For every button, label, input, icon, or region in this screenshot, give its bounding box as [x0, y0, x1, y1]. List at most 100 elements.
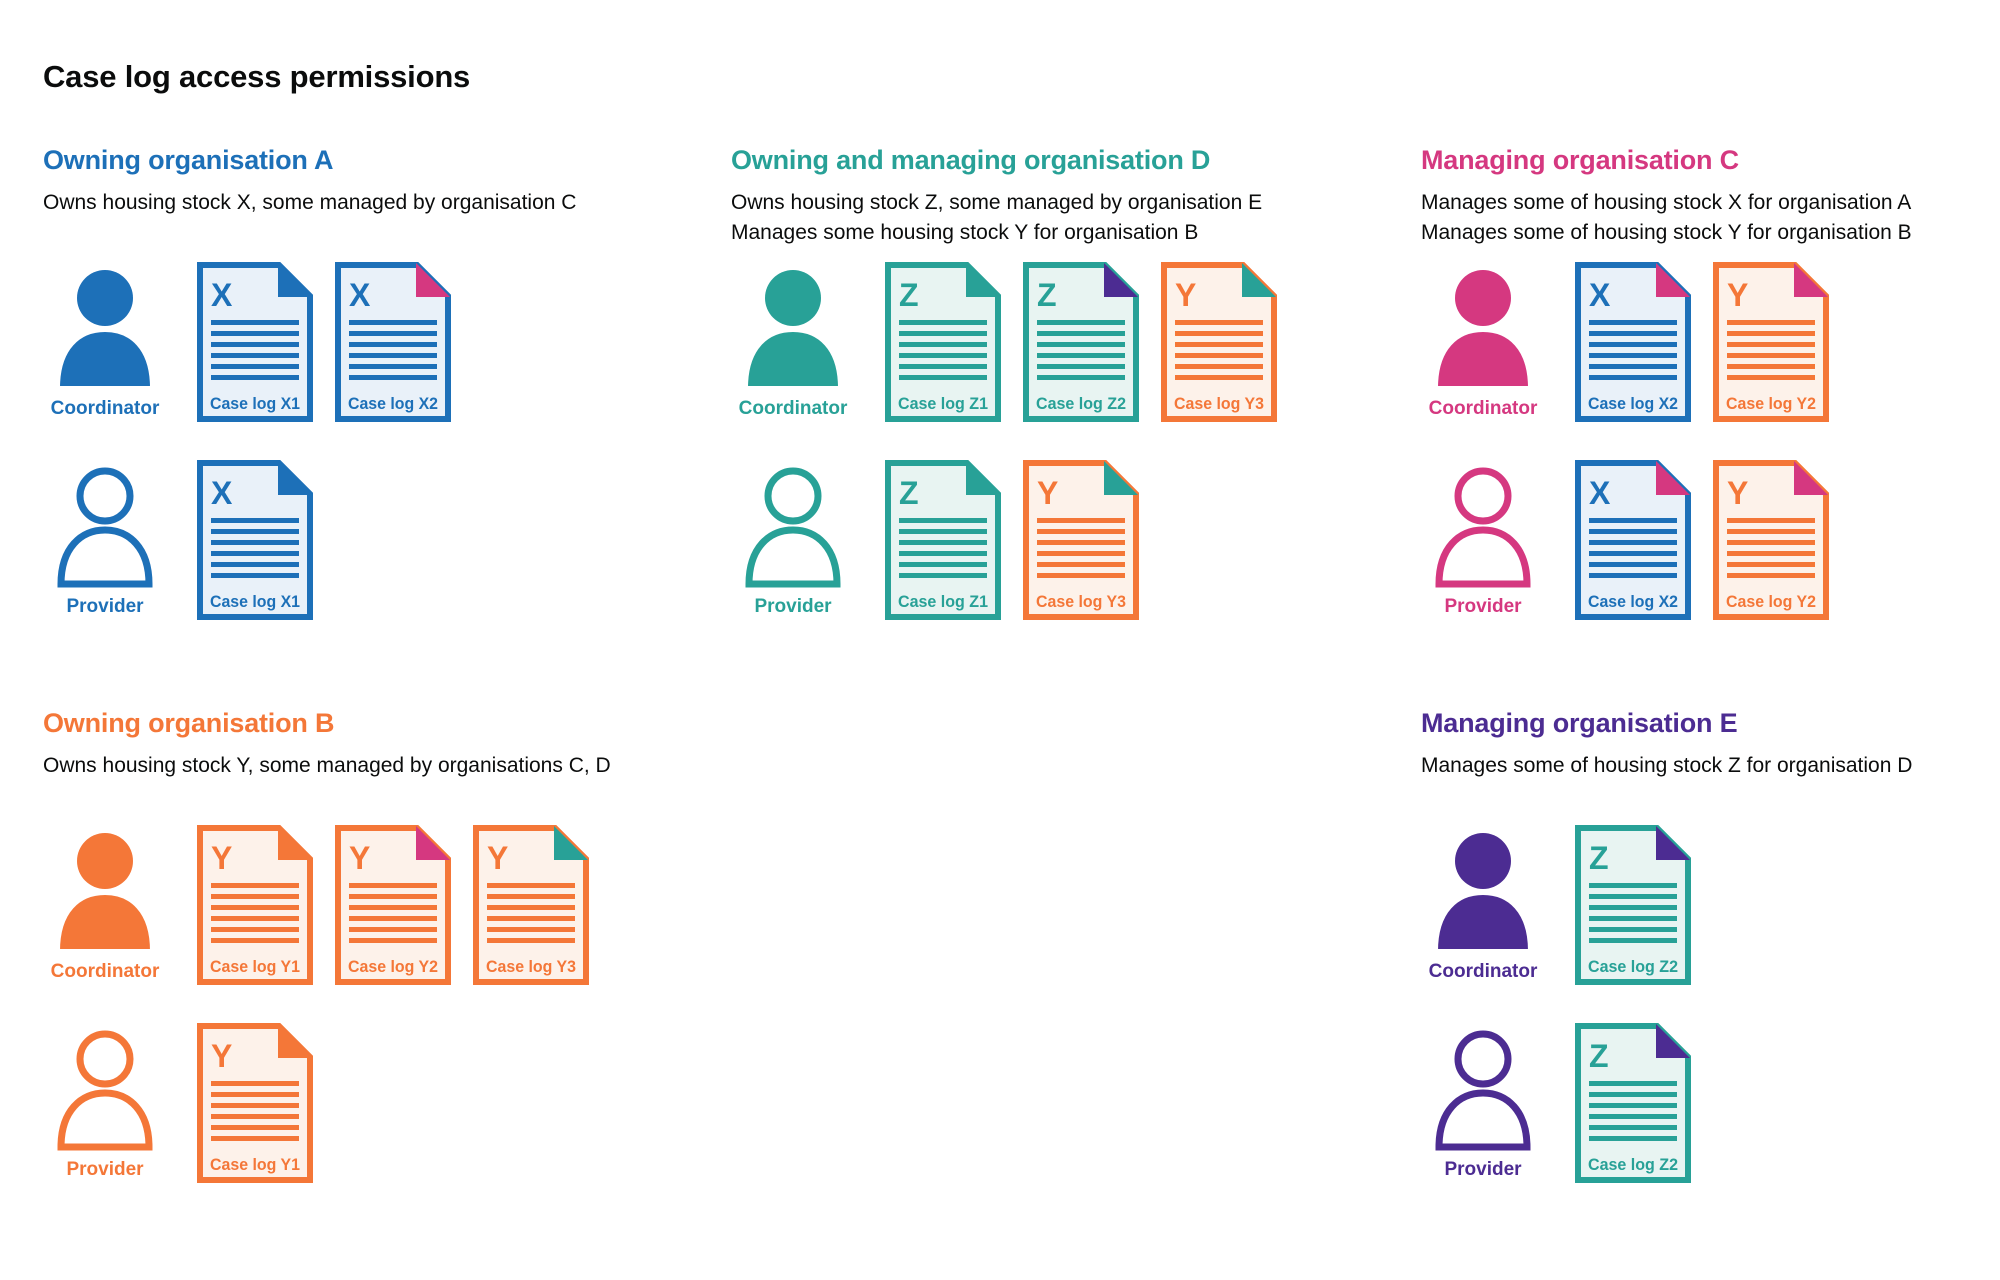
section-description-line: Manages some of housing stock X for orga…: [1421, 191, 1912, 214]
doc-text-line: [1589, 1136, 1677, 1141]
doc-text-line: [211, 883, 299, 888]
doc-stock-letter: Z: [899, 277, 919, 313]
case-log-document: X Case log X1: [197, 262, 313, 422]
doc-text-line: [1589, 927, 1677, 932]
role-label: Provider: [1444, 1159, 1522, 1180]
doc-stock-letter: Z: [899, 475, 919, 511]
role-label: Coordinator: [1428, 398, 1538, 419]
person-block: Provider: [1421, 460, 1545, 618]
doc-text-line: [899, 540, 987, 545]
doc-text-line: [487, 916, 575, 921]
person-body: [55, 327, 155, 390]
case-log-document: Y Case log Y2: [1713, 460, 1829, 620]
doc-folded-corner: [1656, 263, 1690, 297]
person-block: Provider: [43, 1023, 167, 1181]
person-head: [76, 467, 134, 525]
person-head: [76, 1030, 134, 1088]
doc-text-line: [349, 331, 437, 336]
doc-text-line: [1589, 1114, 1677, 1119]
doc-text-line: [1727, 353, 1815, 358]
provider-row: Provider Z Case log Z1 Y Case log Y3: [731, 460, 1277, 620]
provider-person-icon: [1435, 467, 1531, 588]
doc-text-line: [1589, 573, 1677, 578]
case-log-document: Z Case log Z2: [1023, 262, 1139, 422]
doc-text-line: [487, 883, 575, 888]
doc-text-line: [211, 573, 299, 578]
section-description: Manages some of housing stock X for orga…: [1421, 188, 1912, 262]
provider-person-icon: [57, 467, 153, 588]
case-log-list: X Case log X1: [197, 460, 313, 620]
doc-text-line: [349, 938, 437, 943]
case-log-list: Y Case log Y1 Y Case log Y2 Y Case log Y…: [197, 825, 589, 985]
doc-text-line: [1589, 562, 1677, 567]
role-label: Provider: [754, 596, 832, 617]
doc-text-line: [211, 938, 299, 943]
doc-label: Case log Y2: [348, 957, 438, 976]
doc-text-line: [1589, 540, 1677, 545]
doc-text-line: [211, 551, 299, 556]
doc-folded-corner: [1794, 461, 1828, 495]
doc-text-line: [349, 905, 437, 910]
doc-text-line: [1037, 529, 1125, 534]
doc-text-line: [211, 1092, 299, 1097]
role-label: Provider: [66, 1159, 144, 1180]
section-heading: Owning organisation B: [43, 708, 335, 738]
role-label: Coordinator: [50, 398, 160, 419]
case-log-document: Z Case log Z1: [885, 460, 1001, 620]
doc-text-line: [487, 927, 575, 932]
case-log-list: Z Case log Z2: [1575, 1023, 1691, 1183]
role-label: Coordinator: [1428, 961, 1538, 982]
person-body: [743, 327, 843, 390]
person-body: [1433, 890, 1533, 953]
doc-stock-letter: Y: [349, 840, 370, 876]
doc-text-line: [1727, 518, 1815, 523]
doc-text-line: [211, 905, 299, 910]
case-log-document: Y Case log Y2: [1713, 262, 1829, 422]
section-description-line: Manages some of housing stock Z for orga…: [1421, 754, 1913, 777]
doc-label: Case log Z1: [898, 592, 988, 611]
doc-stock-letter: Y: [487, 840, 508, 876]
doc-folded-corner: [278, 826, 312, 860]
doc-folded-corner: [278, 461, 312, 495]
doc-text-line: [899, 320, 987, 325]
doc-stock-letter: Y: [1727, 475, 1748, 511]
doc-label: Case log Y1: [210, 957, 300, 976]
person-block: Provider: [731, 460, 855, 618]
doc-text-line: [899, 551, 987, 556]
person-block: Coordinator: [1421, 825, 1545, 983]
doc-text-line: [1037, 551, 1125, 556]
doc-folded-corner: [1794, 263, 1828, 297]
doc-text-line: [1589, 894, 1677, 899]
coordinator-person-icon: [1433, 270, 1533, 390]
doc-stock-letter: X: [211, 475, 233, 511]
doc-text-line: [211, 342, 299, 347]
case-log-document: Y Case log Y3: [473, 825, 589, 985]
coordinator-person-icon: [55, 270, 155, 390]
person-head: [1455, 270, 1511, 326]
doc-stock-letter: Y: [211, 1038, 232, 1074]
doc-text-line: [211, 1125, 299, 1130]
doc-stock-letter: X: [211, 277, 233, 313]
doc-text-line: [1589, 883, 1677, 888]
person-head: [77, 270, 133, 326]
doc-text-line: [487, 938, 575, 943]
section-heading: Owning organisation A: [43, 145, 334, 175]
doc-text-line: [1589, 1125, 1677, 1130]
doc-text-line: [1727, 573, 1815, 578]
doc-text-line: [1037, 342, 1125, 347]
doc-text-line: [1727, 342, 1815, 347]
doc-text-line: [211, 529, 299, 534]
doc-text-line: [349, 364, 437, 369]
doc-text-line: [1175, 331, 1263, 336]
doc-label: Case log Y3: [1174, 394, 1264, 413]
doc-text-line: [1589, 518, 1677, 523]
section-heading: Managing organisation E: [1421, 708, 1738, 738]
case-log-document: Z Case log Z2: [1575, 825, 1691, 985]
person-head: [1454, 467, 1512, 525]
doc-folded-corner: [1656, 461, 1690, 495]
organisation-section: Managing organisation C Manages some of …: [1421, 145, 1912, 658]
case-log-document: Y Case log Y2: [335, 825, 451, 985]
section-description-line: Owns housing stock Z, some managed by or…: [731, 191, 1263, 214]
doc-folded-corner: [1104, 461, 1138, 495]
case-log-list: X Case log X2 Y Case log Y2: [1575, 460, 1829, 620]
